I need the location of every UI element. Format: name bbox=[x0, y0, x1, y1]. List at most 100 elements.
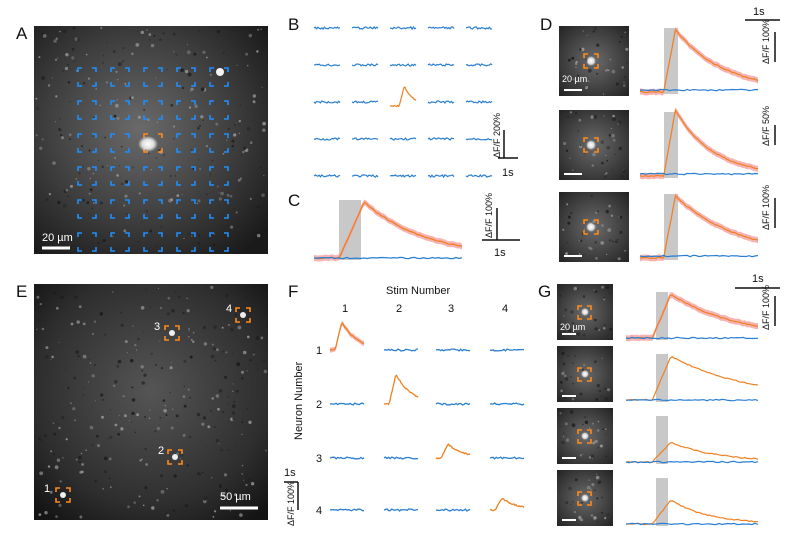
panel-e-texture-dot bbox=[223, 473, 228, 477]
panel-e-texture-dot bbox=[123, 395, 126, 398]
panel-e-neuron bbox=[240, 312, 246, 318]
panel-e-texture-dot bbox=[189, 396, 191, 399]
panel-a-texture-dot bbox=[114, 156, 117, 159]
panel-a-scalebar-label: 20 µm bbox=[42, 232, 73, 244]
panel-e-texture-dot bbox=[242, 350, 247, 355]
panel-e-texture-dot bbox=[201, 422, 205, 426]
panel-d-texture-dot bbox=[588, 70, 590, 72]
panel-d-texture-dot bbox=[612, 117, 616, 121]
panel-f-trace bbox=[489, 456, 525, 460]
roi-bracket bbox=[77, 232, 97, 252]
panel-d-texture-dot bbox=[605, 209, 609, 214]
panel-g-texture-dot bbox=[576, 332, 581, 336]
panel-a-texture-dot bbox=[238, 119, 241, 123]
panel-e-texture-dot bbox=[232, 383, 234, 385]
panel-c-y-scale-label: ΔF/F 100% bbox=[484, 193, 494, 238]
panel-d-stim-trace bbox=[639, 28, 759, 94]
panel-e-texture-dot bbox=[44, 354, 49, 359]
panel-e-texture-dot bbox=[249, 513, 251, 515]
panel-e-texture-dot bbox=[141, 458, 143, 461]
panel-a-texture-dot bbox=[231, 139, 235, 143]
panel-label-e: E bbox=[16, 282, 27, 301]
panel-g-texture-dot bbox=[601, 285, 604, 289]
panel-g-texture-dot bbox=[604, 397, 608, 401]
panel-a-texture-dot bbox=[65, 53, 69, 57]
panel-d-texture-dot bbox=[596, 72, 599, 75]
panel-a-texture-dot bbox=[173, 125, 176, 128]
panel-g-texture-dot bbox=[562, 435, 565, 438]
panel-a-texture-dot bbox=[102, 62, 104, 64]
panel-e-texture-dot bbox=[234, 493, 237, 496]
panel-e-texture-dot bbox=[132, 325, 134, 327]
panel-a-texture-dot bbox=[137, 115, 141, 119]
panel-e-texture-dot bbox=[245, 483, 248, 487]
panel-f-trace bbox=[489, 402, 525, 406]
panel-d-texture-dot bbox=[624, 76, 626, 78]
panel-e-texture-dot bbox=[62, 457, 64, 459]
panel-e-texture-dot bbox=[171, 309, 175, 313]
panel-e-texture-dot bbox=[102, 398, 104, 401]
panel-e-texture-dot bbox=[228, 449, 230, 451]
panel-e-texture-dot bbox=[209, 409, 212, 412]
panel-e-texture-dot bbox=[210, 354, 215, 359]
panel-d-error-band bbox=[640, 192, 758, 262]
panel-e-texture-dot bbox=[76, 320, 80, 324]
panel-d-texture-dot bbox=[609, 58, 611, 61]
panel-g-scalebar-label: 20 µm bbox=[560, 322, 585, 332]
panel-g-texture-dot bbox=[588, 456, 592, 459]
panel-a-texture-dot bbox=[170, 198, 174, 202]
roi-bracket bbox=[110, 166, 130, 186]
panel-a-texture-dot bbox=[41, 76, 45, 80]
panel-a-texture-dot bbox=[115, 70, 118, 73]
panel-a-texture-dot bbox=[97, 159, 99, 161]
panel-e-texture-dot bbox=[201, 471, 204, 474]
panel-d-texture-dot bbox=[610, 214, 614, 217]
roi-bracket bbox=[176, 232, 196, 252]
panel-e-texture-dot bbox=[149, 306, 151, 308]
panel-g-texture-dot bbox=[607, 513, 609, 516]
panel-e-texture-dot bbox=[232, 404, 236, 408]
panel-e-texture-dot bbox=[143, 373, 147, 377]
panel-g-texture-dot bbox=[600, 496, 603, 499]
panel-e-texture-dot bbox=[159, 306, 163, 310]
panel-d-texture-dot bbox=[589, 247, 593, 251]
panel-e-texture-dot bbox=[117, 359, 122, 364]
panel-a-texture-dot bbox=[106, 165, 108, 167]
panel-e-texture-dot bbox=[40, 469, 43, 472]
panel-a-texture-dot bbox=[248, 33, 252, 38]
panel-e-texture-dot bbox=[94, 479, 98, 483]
panel-a-texture-dot bbox=[187, 72, 192, 77]
panel-g-texture-dot bbox=[593, 360, 597, 364]
panel-g-texture-dot bbox=[603, 296, 605, 299]
panel-a-texture-dot bbox=[153, 34, 156, 37]
panel-a-texture-dot bbox=[62, 69, 65, 72]
panel-a-texture-dot bbox=[124, 83, 127, 85]
panel-f-trace bbox=[329, 402, 365, 406]
panel-a-texture-dot bbox=[122, 47, 125, 50]
panel-a-texture-dot bbox=[216, 30, 220, 34]
panel-e-texture-dot bbox=[154, 363, 158, 367]
panel-g-texture-dot bbox=[588, 427, 591, 429]
panel-e-texture-dot bbox=[189, 355, 193, 359]
roi-bracket bbox=[209, 133, 229, 153]
panel-d-texture-dot bbox=[608, 204, 611, 208]
panel-g-cell bbox=[581, 370, 589, 378]
panel-e-texture-dot bbox=[196, 412, 201, 417]
panel-a-texture-dot bbox=[100, 201, 103, 205]
panel-a-texture-dot bbox=[123, 205, 126, 207]
panel-e-texture-dot bbox=[238, 308, 242, 312]
panel-e-texture-dot bbox=[56, 458, 61, 462]
panel-g-texture-dot bbox=[563, 315, 565, 317]
panel-e-texture-dot bbox=[179, 457, 181, 460]
panel-e-texture-dot bbox=[109, 409, 111, 411]
panel-e-neuron bbox=[172, 454, 178, 460]
panel-d-texture-dot bbox=[607, 68, 609, 70]
panel-a-texture-dot bbox=[67, 195, 70, 198]
panel-g-control-trace bbox=[625, 522, 759, 526]
panel-e-texture-dot bbox=[214, 426, 216, 428]
panel-e-texture-dot bbox=[141, 381, 145, 385]
panel-a-texture-dot bbox=[69, 138, 71, 141]
panel-g-texture-dot bbox=[571, 423, 576, 428]
panel-a-texture-dot bbox=[88, 149, 91, 152]
panel-e-texture-dot bbox=[188, 336, 190, 338]
